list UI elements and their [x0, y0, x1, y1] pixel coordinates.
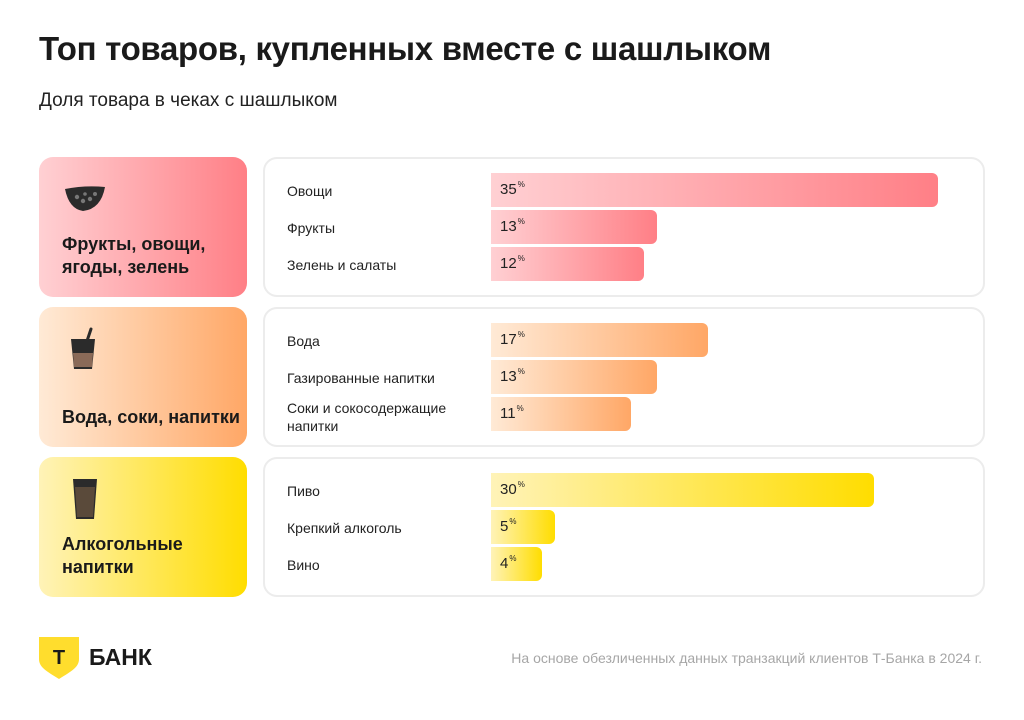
- percent-sign: %: [517, 217, 525, 226]
- bar-value: 30: [500, 481, 517, 498]
- percent-sign: %: [516, 404, 524, 413]
- percent-sign: %: [509, 517, 517, 526]
- bar-value-label: 5%: [500, 517, 517, 535]
- bar-value-label: 4%: [500, 554, 517, 572]
- bar-label: Вода: [287, 333, 320, 349]
- bar-value: 13: [500, 368, 517, 385]
- bar-value: 11: [500, 405, 516, 422]
- bar: 30%: [491, 473, 874, 507]
- bar: 11%: [491, 397, 631, 431]
- bar: 5%: [491, 510, 555, 544]
- category-card: Алкогольные напитки: [39, 457, 247, 597]
- bar-label: Вино: [287, 557, 320, 573]
- tbank-shield-icon: [39, 637, 79, 679]
- bar: 17%: [491, 323, 708, 357]
- percent-sign: %: [517, 330, 525, 339]
- bar-label: Фрукты: [287, 220, 336, 236]
- bar-label: Зелень и салаты: [287, 257, 397, 273]
- category-label: Вода, соки, напитки: [62, 407, 240, 427]
- bar-label: Овощи: [287, 183, 333, 199]
- source-note: На основе обезличенных данных транзакций…: [511, 650, 982, 666]
- bar-value-label: 13%: [500, 217, 525, 235]
- bar-label: Газированные напитки: [287, 370, 435, 386]
- percent-sign: %: [509, 554, 517, 563]
- bar-value: 12: [500, 255, 517, 272]
- bar-value-label: 17%: [500, 330, 525, 348]
- beer-glass-icon: [61, 475, 109, 523]
- category-label: Алкогольные напитки: [62, 534, 183, 577]
- bar-label: Крепкий алкоголь: [287, 520, 402, 536]
- bar-value-label: 30%: [500, 480, 525, 498]
- percent-sign: %: [517, 367, 525, 376]
- tomato-slice-icon: [61, 175, 109, 223]
- bar-value: 4: [500, 555, 509, 572]
- category-card: Вода, соки, напитки: [39, 307, 247, 447]
- bar-value-label: 11%: [500, 404, 524, 422]
- bar-value: 35: [500, 181, 517, 198]
- bar: 12%: [491, 247, 644, 281]
- category-card: Фрукты, овощи, ягоды, зелень: [39, 157, 247, 297]
- category-group: Фрукты, овощи, ягоды, зелень Овощи 35% Фрук…: [39, 157, 985, 297]
- percent-sign: %: [517, 254, 525, 263]
- page-subtitle: Доля товара в чеках с шашлыком: [39, 90, 338, 111]
- bar: 4%: [491, 547, 542, 581]
- bar-label: Соки и сокосодержащие напитки: [287, 400, 447, 434]
- percent-sign: %: [517, 180, 525, 189]
- drink-glass-icon: [61, 325, 109, 373]
- category-group: Вода, соки, напитки Вода 17% Газированные н…: [39, 307, 985, 447]
- bar: 13%: [491, 360, 657, 394]
- category-label: Фрукты, овощи, ягоды, зелень: [62, 234, 206, 277]
- percent-sign: %: [517, 480, 525, 489]
- tbank-logo: Т БАНК: [39, 637, 153, 679]
- bar-value-label: 12%: [500, 254, 525, 272]
- bar-label: Пиво: [287, 483, 320, 499]
- page-title: Топ товаров, купленных вместе с шашлыком: [39, 30, 772, 67]
- bar: 35%: [491, 173, 938, 207]
- bar-value-label: 35%: [500, 180, 525, 198]
- logo-letter: Т: [53, 647, 65, 669]
- logo-brand-text: БАНК: [89, 644, 153, 670]
- bar-value: 13: [500, 218, 517, 235]
- bar: 13%: [491, 210, 657, 244]
- category-group: Алкогольные напитки Пиво 30% Крепкий алкого…: [39, 457, 985, 597]
- bar-value: 17: [500, 331, 517, 348]
- bar-value: 5: [500, 518, 509, 535]
- bar-value-label: 13%: [500, 367, 525, 385]
